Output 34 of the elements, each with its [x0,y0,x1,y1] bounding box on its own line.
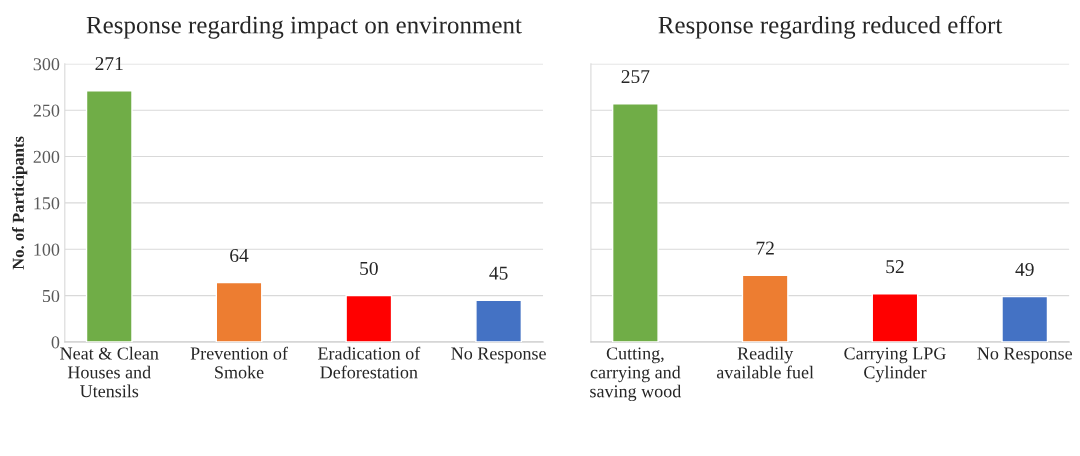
data-label: 257 [621,70,650,84]
chart-title: Response regarding reduced effort [658,15,1003,39]
bar [1001,295,1049,342]
bar [345,294,393,342]
data-label: 271 [95,57,123,70]
y-tick-label: 300 [33,58,60,71]
x-tick-label: Readily available fuel [716,346,814,379]
x-tick-label: No Response [977,347,1073,364]
data-label: 50 [360,261,378,276]
y-tick-label: 150 [34,197,60,210]
data-label: 72 [756,241,774,255]
bar [871,293,919,342]
data-label: 45 [489,266,508,280]
data-label: 64 [230,248,249,263]
y-tick-label: 200 [33,150,60,163]
bar [611,103,659,342]
x-tick-label: Cutting, carrying and saving wood [590,347,682,402]
x-tick-label: Eradication of Deforestation [317,346,421,379]
x-tick-label: Carrying LPG Cylinder [844,347,946,383]
y-tick-label: 250 [33,104,60,117]
bar [741,274,789,342]
data-label: 49 [1015,262,1034,276]
y-tick-label: 100 [34,243,60,256]
bar [85,90,133,342]
x-tick-label: Prevention of Smoke [190,346,288,379]
data-label: 52 [886,260,904,274]
y-axis-title: No. of Participants [12,136,28,270]
y-tick-label: 50 [42,289,60,303]
bar [475,299,523,342]
chart-title: Response regarding impact on environment [86,15,522,39]
x-tick-label: Neat & Clean Houses and Utensils [60,346,159,398]
y-tick-label: 0 [51,336,60,349]
x-tick-label: No Response [451,347,546,364]
bar [215,281,263,342]
